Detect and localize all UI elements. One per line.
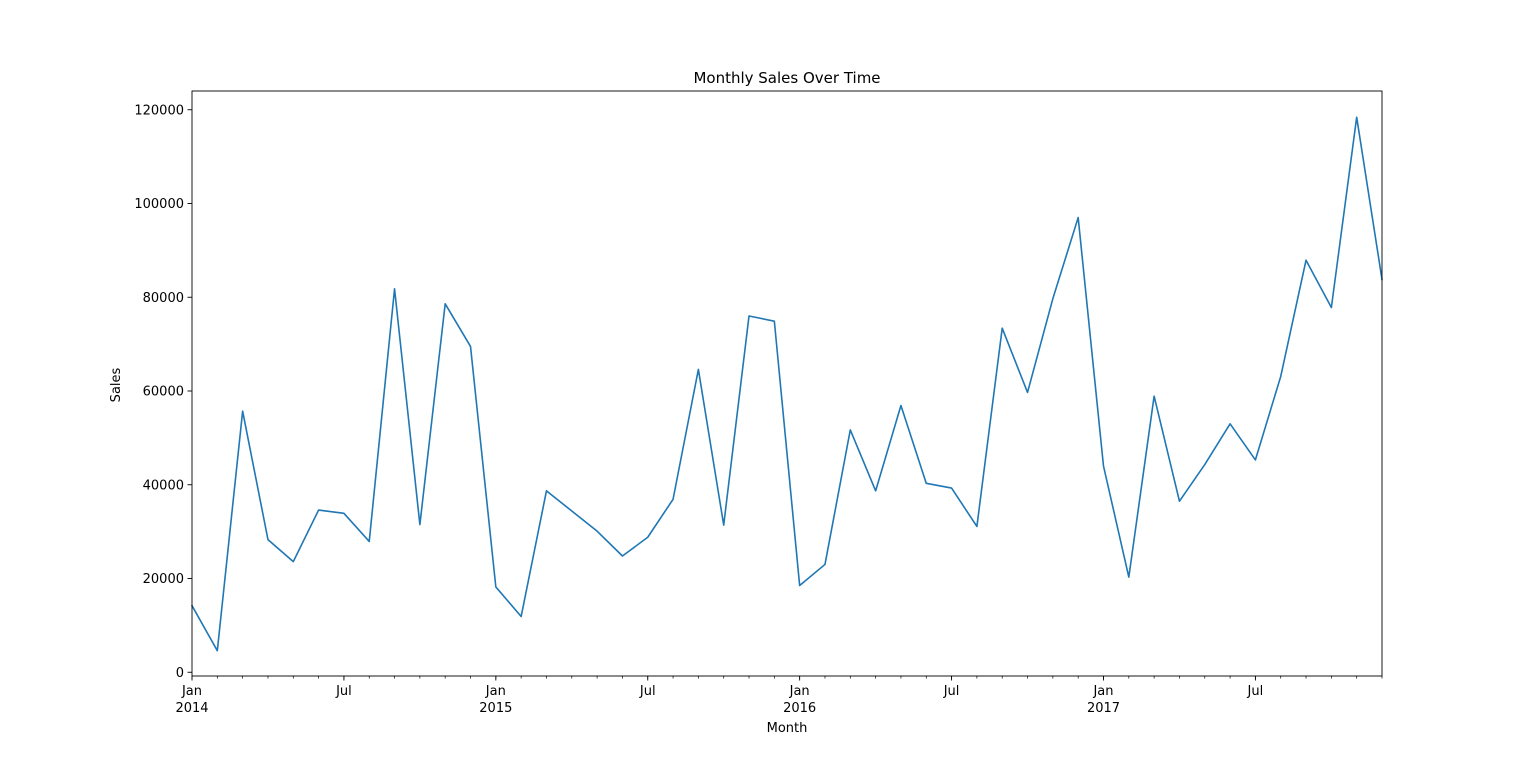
x-tick-label: Jan — [1092, 684, 1113, 699]
x-tick-label: Jul — [943, 684, 960, 699]
y-tick-label: 120000 — [134, 103, 184, 118]
x-axis-title: Month — [767, 721, 808, 736]
x-year-label: 2016 — [783, 701, 816, 716]
x-tick-label: Jan — [789, 684, 810, 699]
x-tick-label: Jul — [1247, 684, 1264, 699]
x-year-label: 2017 — [1087, 701, 1120, 716]
y-axis-title: Sales — [109, 367, 124, 402]
plot-frame — [191, 90, 1383, 677]
y-tick-label: 0 — [176, 666, 184, 681]
x-tick-label: Jul — [639, 684, 656, 699]
x-year-label: 2015 — [479, 701, 512, 716]
y-tick-label: 20000 — [143, 572, 184, 587]
chart-title: Monthly Sales Over Time — [693, 69, 880, 87]
x-tick-label: Jan — [485, 684, 506, 699]
y-tick-label: 80000 — [143, 291, 184, 306]
plot-area: 0 20000 40000 60000 80000 100000 120000 Jan 2014… — [134, 90, 1383, 716]
x-year-label: 2014 — [175, 701, 208, 716]
y-tick-label: 60000 — [143, 385, 184, 400]
y-tick-label: 100000 — [134, 197, 184, 212]
sales-series-line — [190, 116, 1383, 652]
y-tick-label: 40000 — [143, 478, 184, 493]
x-tick-label: Jul — [335, 684, 352, 699]
x-tick-label: Jan — [181, 684, 202, 699]
